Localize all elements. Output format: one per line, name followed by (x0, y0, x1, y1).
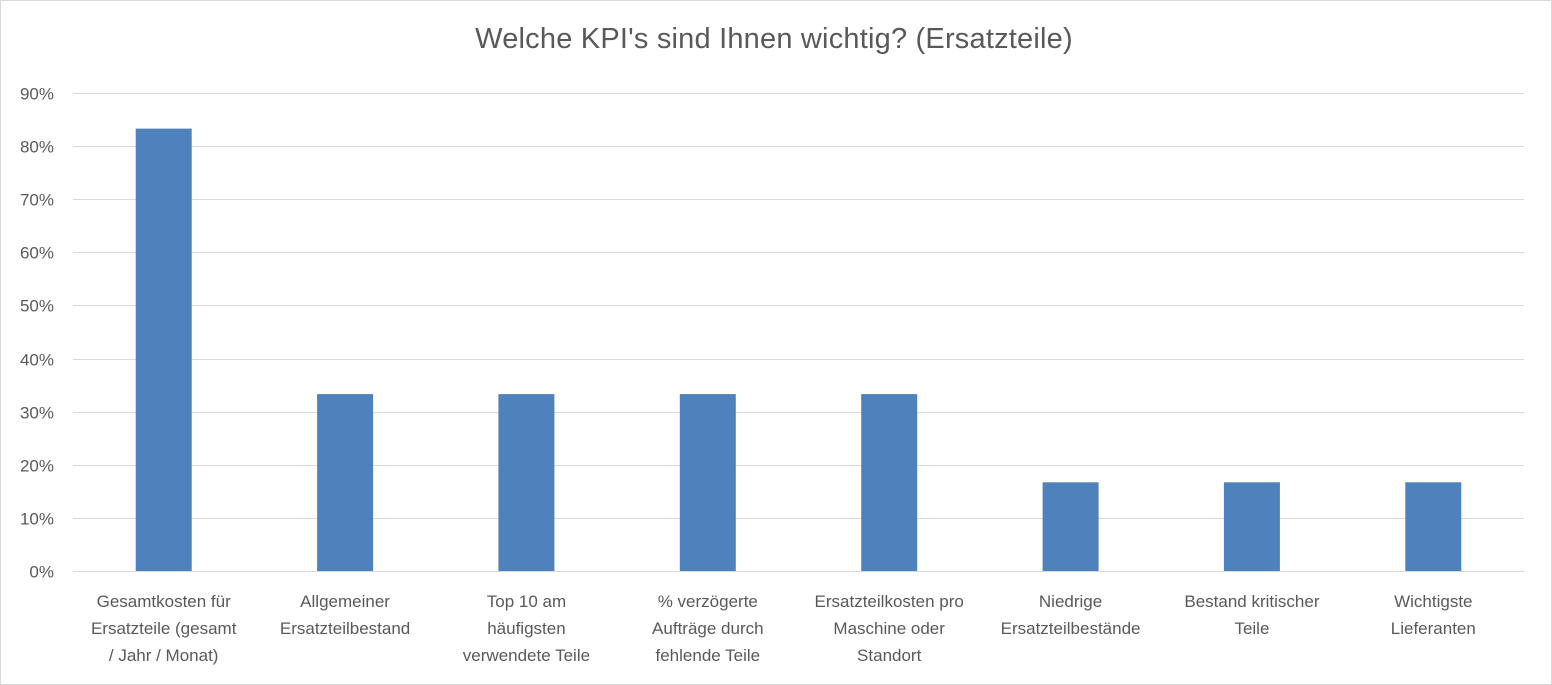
bar (317, 394, 374, 571)
x-tick-label-line: Teile (1234, 619, 1270, 638)
y-tick-label: 60% (20, 244, 54, 263)
x-tick-label-line: Gesamtkosten für (96, 592, 231, 611)
x-tick-label-line: / Jahr / Monat) (108, 646, 219, 665)
x-tick-label-line: verwendete Teile (462, 646, 591, 665)
x-tick-label-line: Ersatzteile (gesamt (90, 619, 237, 638)
x-tick-label: Bestand kritischer Teile (1164, 588, 1340, 642)
x-tick-label: Wichtigste Lieferanten (1345, 588, 1521, 642)
bar (1042, 482, 1099, 571)
bar (498, 394, 555, 571)
x-tick-label-line: Ersatzteilbestand (279, 619, 411, 638)
x-tick-label-line: Niedrige (1038, 592, 1103, 611)
x-tick-label-line: Standort (857, 646, 922, 665)
x-tick-label-line: häufigsten (487, 619, 566, 638)
x-tick-label-line: Ersatzteilbestände (1000, 619, 1141, 638)
x-tick-label-line: % verzögerte (657, 592, 758, 611)
y-tick-label: 30% (20, 404, 54, 423)
y-tick-label: 20% (20, 457, 54, 476)
bar (679, 394, 736, 571)
x-tick-label: Gesamtkosten für Ersatzteile (gesamt / Jah… (76, 588, 252, 669)
x-tick-label-line: Lieferanten (1390, 619, 1476, 638)
chart-title: Welche KPI's sind Ihnen wichtig? (Ersatz… (475, 23, 1073, 55)
y-tick-label: 50% (20, 297, 54, 316)
bar (135, 128, 192, 571)
bar (861, 394, 918, 571)
x-tick-label-line: Maschine oder (833, 619, 945, 638)
x-tick-label: Top 10 am häufigsten verwendete Teile (438, 588, 614, 669)
y-tick-label: 10% (20, 510, 54, 529)
x-tick-label-line: Aufträge durch (652, 619, 764, 638)
y-tick-label: 40% (20, 351, 54, 370)
x-tick-label-line: Top 10 am (486, 592, 567, 611)
x-tick-label-line: Allgemeiner (300, 592, 390, 611)
y-tick-label: 70% (20, 191, 54, 210)
bar (1405, 482, 1462, 571)
x-tick-label-line: Wichtigste (1394, 592, 1473, 611)
bar (1223, 482, 1280, 571)
x-tick-label: Allgemeiner Ersatzteilbestand (257, 588, 433, 642)
x-tick-label-line: fehlende Teile (655, 646, 761, 665)
x-tick-label: Ersatzteilkosten pro Maschine oder Standor… (801, 588, 977, 669)
y-tick-label: 90% (20, 85, 54, 104)
x-tick-label-line: Ersatzteilkosten pro (814, 592, 964, 611)
y-tick-label: 0% (29, 563, 54, 582)
x-tick-label-line: Bestand kritischer (1184, 592, 1320, 611)
x-tick-label: % verzögerte Aufträge durch fehlende Teile (620, 588, 796, 669)
y-tick-label: 80% (20, 138, 54, 157)
x-tick-label: Niedrige Ersatzteilbestände (983, 588, 1159, 642)
